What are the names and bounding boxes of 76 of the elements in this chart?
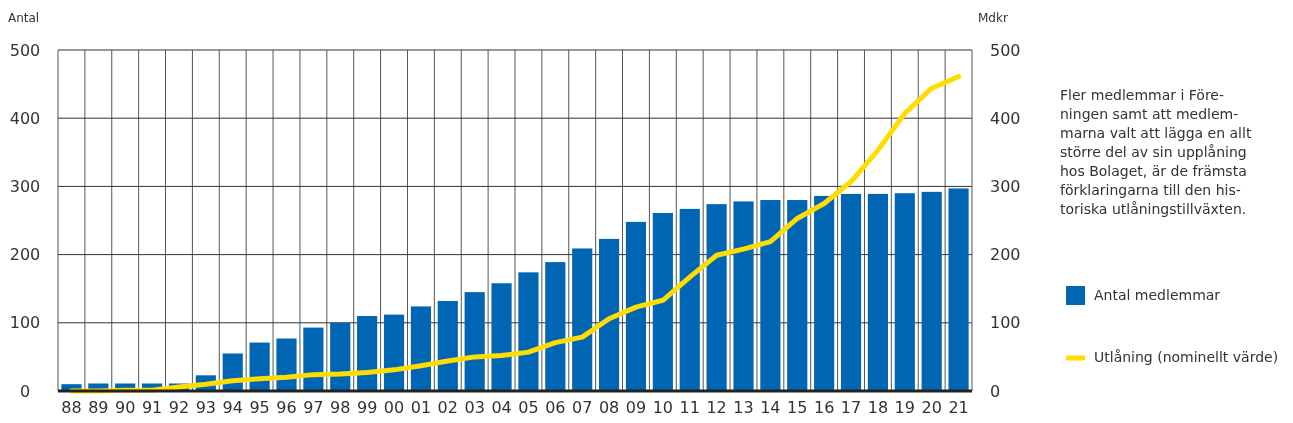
y-tick-label: 100 xyxy=(9,313,41,333)
bar xyxy=(948,188,969,391)
x-tick-label: 20 xyxy=(921,398,942,417)
x-tick-label: 21 xyxy=(948,398,969,417)
bar xyxy=(733,201,754,391)
x-tick-label: 09 xyxy=(625,398,647,417)
bar xyxy=(787,200,808,391)
legend-label: Antal medlemmar xyxy=(1094,287,1221,303)
y-tick-label: 300 xyxy=(9,177,41,196)
x-tick-label: 16 xyxy=(813,398,835,417)
y2-tick-label: 100 xyxy=(990,313,1021,333)
x-tick-label: 17 xyxy=(840,398,862,417)
x-tick-label: 96 xyxy=(276,398,297,417)
x-tick-label: 02 xyxy=(437,398,458,417)
bar xyxy=(760,200,781,391)
x-tick-label: 03 xyxy=(464,398,485,417)
x-tick-label: 01 xyxy=(410,398,432,417)
x-tick-label: 08 xyxy=(598,398,620,417)
bar xyxy=(625,221,647,391)
x-tick-label: 13 xyxy=(733,398,754,417)
x-tick-label: 14 xyxy=(760,398,781,417)
bar xyxy=(572,248,593,391)
x-tick-label: 94 xyxy=(222,398,243,417)
x-tick-label: 19 xyxy=(894,398,915,417)
y-tick-label: 200 xyxy=(9,245,41,265)
bar xyxy=(894,193,915,391)
bar xyxy=(383,314,405,391)
y-axis-title: Antal xyxy=(8,11,40,25)
bar xyxy=(330,322,351,391)
x-tick-label: 98 xyxy=(330,398,351,417)
x-tick-label: 88 xyxy=(61,398,82,417)
x-tick-label: 11 xyxy=(679,398,700,417)
bar xyxy=(410,306,431,391)
x-tick-label: 99 xyxy=(356,398,378,417)
x-tick-label: 97 xyxy=(303,398,324,417)
bar xyxy=(921,191,942,391)
x-tick-label: 89 xyxy=(88,398,109,417)
x-tick-label: 18 xyxy=(867,398,889,417)
bar xyxy=(491,283,512,391)
x-tick-label: 04 xyxy=(491,398,512,417)
bar xyxy=(545,262,566,391)
bar xyxy=(706,204,727,391)
bar xyxy=(679,208,700,391)
y-tick-label: 500 xyxy=(9,40,41,60)
x-tick-label: 05 xyxy=(518,398,539,417)
bar xyxy=(437,300,458,391)
x-tick-label: 12 xyxy=(706,398,727,417)
y2-tick-label: 200 xyxy=(990,245,1021,265)
bar xyxy=(276,338,297,391)
x-tick-label: 06 xyxy=(545,398,566,417)
y2-tick-label: 400 xyxy=(990,108,1021,128)
y2-tick-label: 0 xyxy=(990,381,1001,401)
bar xyxy=(840,193,862,391)
x-tick-label: 00 xyxy=(383,398,405,417)
bar xyxy=(599,238,620,391)
x-tick-label: 10 xyxy=(652,398,674,417)
y-tick-label: 0 xyxy=(19,381,31,401)
bar xyxy=(652,213,673,391)
x-tick-label: 93 xyxy=(195,398,217,417)
x-tick-label: 95 xyxy=(249,398,270,417)
text: Fler medlemmar i Före- ningen samt att medlem- marna valt att lägga en allt större del av sin upplåning hos Bolaget, är de främsta förklaringarna till den his- toriska utlåningstillväxten. xyxy=(1060,87,1252,217)
legend-label: Utlåning (nominellt värde) xyxy=(1094,349,1279,365)
bar xyxy=(814,195,835,391)
bar xyxy=(518,272,539,391)
bar xyxy=(357,315,378,391)
y2-tick-label: 500 xyxy=(990,40,1021,60)
y2-axis-title: Mdkr xyxy=(978,11,1008,25)
y-tick-label: 400 xyxy=(9,108,41,128)
x-tick-label: 07 xyxy=(572,398,593,417)
y2-tick-label: 300 xyxy=(990,177,1021,196)
x-tick-label: 15 xyxy=(787,398,808,417)
x-tick-label: 92 xyxy=(168,398,190,417)
x-tick-label: 90 xyxy=(115,398,136,417)
bar xyxy=(464,292,485,391)
x-tick-label: 91 xyxy=(141,398,163,417)
bar xyxy=(867,193,888,391)
